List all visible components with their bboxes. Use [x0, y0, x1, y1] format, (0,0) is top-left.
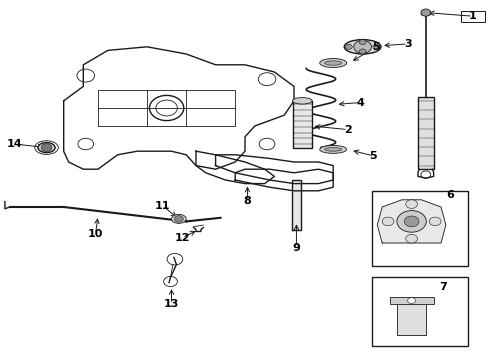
Circle shape	[406, 234, 417, 243]
Circle shape	[408, 298, 416, 303]
Polygon shape	[196, 151, 274, 184]
Circle shape	[382, 217, 394, 226]
Bar	[461, 11, 485, 22]
Bar	[372, 191, 468, 266]
Text: 2: 2	[344, 125, 352, 135]
Circle shape	[354, 40, 371, 53]
Circle shape	[421, 9, 431, 16]
Text: 3: 3	[404, 39, 412, 49]
Ellipse shape	[319, 145, 347, 153]
Ellipse shape	[344, 40, 381, 54]
Text: 14: 14	[7, 139, 23, 149]
Text: 8: 8	[244, 196, 251, 206]
Polygon shape	[235, 169, 333, 191]
Circle shape	[406, 200, 417, 208]
Bar	[390, 297, 434, 304]
Circle shape	[404, 216, 419, 227]
Text: 6: 6	[446, 190, 454, 200]
Circle shape	[359, 49, 366, 54]
Text: 12: 12	[174, 233, 190, 243]
Circle shape	[174, 216, 183, 222]
Ellipse shape	[325, 61, 342, 65]
Ellipse shape	[325, 148, 342, 151]
Polygon shape	[216, 155, 333, 184]
Polygon shape	[292, 180, 301, 230]
Bar	[372, 277, 468, 346]
Circle shape	[429, 217, 441, 226]
Text: 11: 11	[155, 201, 171, 211]
Circle shape	[41, 144, 52, 152]
Polygon shape	[377, 200, 446, 243]
Text: 7: 7	[440, 282, 447, 292]
Text: 9: 9	[293, 243, 300, 253]
Text: 5: 5	[372, 42, 380, 52]
Circle shape	[397, 211, 426, 232]
Text: 5: 5	[369, 151, 377, 161]
Text: 4: 4	[356, 98, 364, 108]
Bar	[397, 299, 426, 335]
Circle shape	[373, 44, 380, 49]
Bar	[293, 101, 312, 148]
Ellipse shape	[172, 215, 186, 223]
Text: 10: 10	[88, 229, 103, 239]
Text: 13: 13	[164, 299, 179, 309]
Ellipse shape	[319, 59, 347, 68]
Ellipse shape	[38, 143, 55, 153]
Ellipse shape	[293, 98, 312, 104]
Text: 1: 1	[469, 11, 477, 21]
Bar	[418, 97, 434, 169]
Circle shape	[359, 40, 366, 45]
Circle shape	[345, 44, 352, 49]
